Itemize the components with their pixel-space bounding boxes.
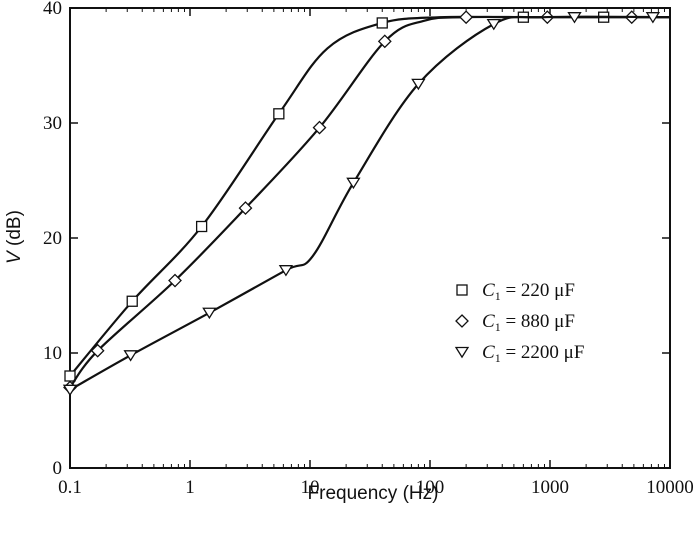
data-point (273, 108, 285, 120)
y-tick-label: 10 (43, 343, 62, 364)
data-point (62, 384, 78, 397)
x-tick-label: 0.1 (58, 477, 82, 498)
y-axis-variable: V (4, 249, 25, 264)
data-point (459, 10, 474, 25)
legend-value: = 220 (501, 280, 554, 301)
data-point (195, 220, 208, 233)
data-point (377, 34, 392, 49)
axes-group: 0.1 1 10 100 1000 10000 0 10 20 30 40 (43, 0, 694, 498)
series-triangle-down (62, 12, 671, 397)
y-tick-label: 30 (43, 113, 62, 134)
legend-unit: μF (554, 311, 575, 332)
legend-label: C1 = 880 μF (482, 311, 575, 334)
y-tick-label: 20 (43, 228, 62, 249)
legend-label: C1 = 2200 μF (482, 342, 584, 365)
y-axis-title: V (dB) (4, 210, 25, 264)
plot-frame-group (69, 7, 671, 469)
legend-item: C1 = 220 μF (456, 280, 575, 303)
series-line (69, 15, 670, 377)
legend-sub: 1 (495, 289, 501, 303)
legend-var: C (482, 280, 495, 301)
data-point (64, 370, 76, 382)
x-tick-label: 10000 (646, 477, 694, 498)
legend-unit: μF (564, 342, 585, 363)
legend-item: C1 = 880 μF (455, 311, 575, 334)
series-line (69, 15, 671, 391)
y-tick-label: 0 (53, 458, 63, 479)
legend-label: C1 = 220 μF (482, 280, 575, 303)
series-line (69, 15, 670, 389)
data-point (90, 343, 105, 358)
legend-value: = 880 (501, 311, 554, 332)
data-point (168, 273, 182, 288)
legend-marker (456, 284, 468, 296)
data-point (123, 350, 138, 362)
x-tick-label: 1000 (531, 477, 569, 498)
data-point (376, 17, 388, 29)
x-tick-label: 10 (301, 477, 320, 498)
data-point (486, 18, 501, 31)
y-tick-label: 40 (43, 0, 62, 19)
data-point (238, 201, 253, 216)
x-axis-title: Frequency (Hz) (308, 483, 439, 504)
series-group (62, 10, 671, 397)
series-diamond (63, 10, 670, 395)
legend-var: C (482, 342, 495, 363)
data-point (278, 265, 294, 277)
x-tick-label: 100 (416, 477, 445, 498)
x-tick-label: 1 (185, 477, 195, 498)
data-point (645, 12, 661, 24)
data-point (411, 78, 426, 91)
legend-unit: μF (554, 280, 575, 301)
y-axis-unit: (dB) (4, 210, 25, 251)
legend-value: = 2200 (501, 342, 564, 363)
data-point (202, 307, 217, 320)
legend-marker (455, 314, 469, 328)
data-point (312, 120, 327, 135)
legend-var: C (482, 311, 495, 332)
data-point (567, 12, 582, 24)
legend-sub: 1 (495, 351, 501, 365)
series-square (64, 11, 670, 382)
data-point (346, 177, 361, 190)
data-point (126, 295, 138, 307)
plot-frame (69, 7, 671, 469)
legend-sub: 1 (495, 320, 501, 334)
legend-marker (454, 346, 470, 359)
legend-item: C1 = 2200 μF (454, 342, 584, 365)
